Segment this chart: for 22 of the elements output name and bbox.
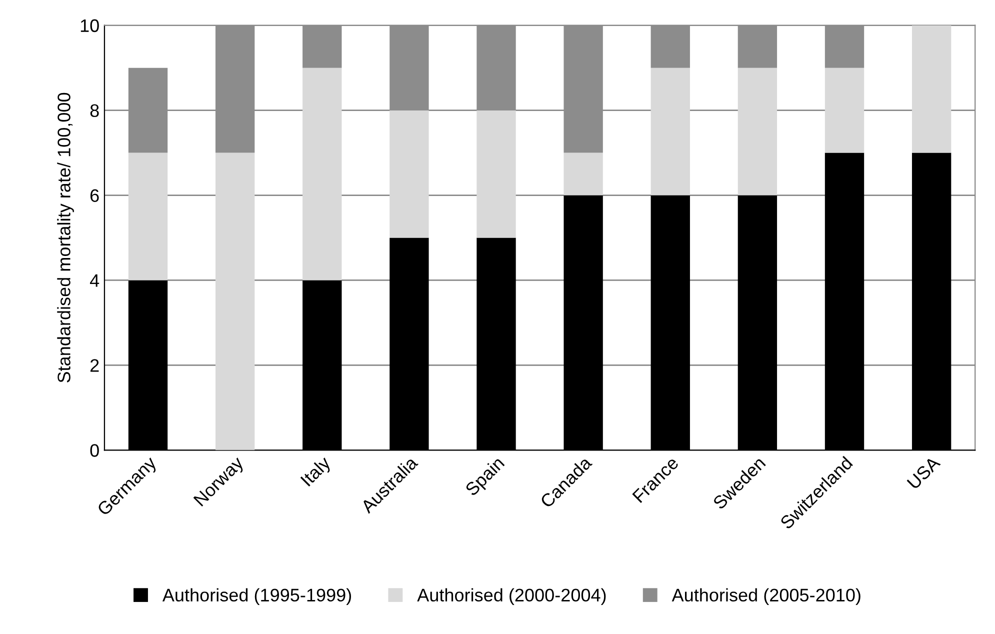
legend-label: Authorised (2005-2010): [672, 588, 860, 606]
y-tick-label: 8: [90, 104, 99, 118]
bar: [215, 152, 255, 450]
x-tick-label: USA: [906, 455, 941, 490]
bar: [302, 68, 342, 280]
y-tick-label: 0: [90, 444, 99, 457]
y-tick-label: 2: [90, 359, 99, 372]
bar: [738, 68, 778, 196]
legend-label: Authorised (2000-2004): [417, 588, 606, 606]
legend-label: Authorised (1995-1999): [162, 588, 351, 606]
y-tick-label: 10: [80, 19, 99, 32]
bar: [390, 110, 429, 238]
bar: [476, 110, 516, 238]
bar: [650, 68, 690, 196]
y-tick-label: 6: [90, 189, 99, 202]
bar: [824, 68, 864, 153]
y-axis-title: Standardised mortality rate/ 100,000: [57, 92, 74, 382]
bar: [128, 152, 168, 280]
y-tick-label: 4: [90, 274, 100, 287]
x-tick-label: Italy: [300, 455, 334, 490]
bar: [564, 152, 603, 196]
bar: [912, 25, 952, 153]
